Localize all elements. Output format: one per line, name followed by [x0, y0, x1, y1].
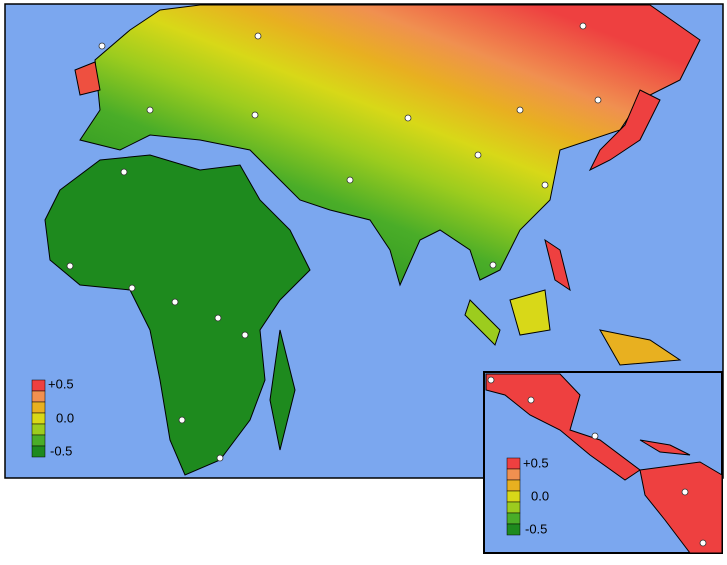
site	[251, 111, 259, 119]
legend-swatch	[31, 434, 46, 447]
site	[489, 261, 497, 269]
site	[171, 298, 179, 306]
legend-swatch	[31, 401, 46, 414]
legend: +0.5 0.0 -0.5	[31, 376, 74, 458]
sample-sites	[66, 22, 602, 462]
site	[146, 106, 154, 114]
legend-label: 0.0	[531, 488, 549, 503]
site	[128, 284, 136, 292]
site	[527, 396, 535, 404]
legend-label: +0.5	[48, 376, 74, 391]
site	[120, 168, 128, 176]
legend-label: 0.0	[56, 410, 74, 425]
legend-label: -0.5	[50, 443, 72, 458]
site	[541, 181, 549, 189]
site	[594, 96, 602, 104]
eurasia	[79, 4, 701, 287]
legend-swatch	[506, 512, 521, 525]
central-america	[485, 373, 641, 481]
site	[591, 432, 599, 440]
main-map: +0.5 0.0 -0.5	[4, 3, 724, 479]
south-america	[639, 461, 723, 554]
site	[216, 454, 224, 462]
legend-swatch	[506, 501, 521, 514]
legend-swatch	[506, 523, 521, 536]
site	[579, 22, 587, 30]
site	[214, 314, 222, 322]
site	[699, 539, 707, 547]
inset-map: +0.5 0.0 -0.5	[483, 371, 723, 554]
new-guinea	[599, 329, 682, 366]
site	[178, 416, 186, 424]
site	[516, 106, 524, 114]
site	[681, 488, 689, 496]
legend-swatch	[31, 412, 46, 425]
japan	[588, 89, 661, 172]
legend-swatch	[31, 445, 46, 458]
legend-swatch	[506, 468, 521, 481]
legend-label: +0.5	[523, 455, 549, 470]
legend-swatch	[31, 379, 46, 392]
site	[98, 42, 106, 50]
legend-swatch	[506, 479, 521, 492]
borneo	[509, 289, 551, 336]
legend-label: -0.5	[525, 521, 547, 536]
site	[241, 331, 249, 339]
site	[404, 114, 412, 122]
site	[66, 262, 74, 270]
site	[346, 176, 354, 184]
caribbean	[639, 439, 691, 456]
site	[487, 376, 495, 384]
site	[474, 151, 482, 159]
legend-swatch	[31, 390, 46, 403]
legend-swatch	[506, 490, 521, 503]
africa	[44, 154, 311, 476]
philippines	[544, 238, 571, 292]
madagascar	[269, 329, 296, 451]
site	[254, 32, 262, 40]
britain	[74, 61, 101, 96]
sumatra	[464, 299, 501, 346]
legend-swatch	[31, 423, 46, 436]
legend-swatch	[506, 457, 521, 470]
legend: +0.5 0.0 -0.5	[506, 455, 549, 536]
